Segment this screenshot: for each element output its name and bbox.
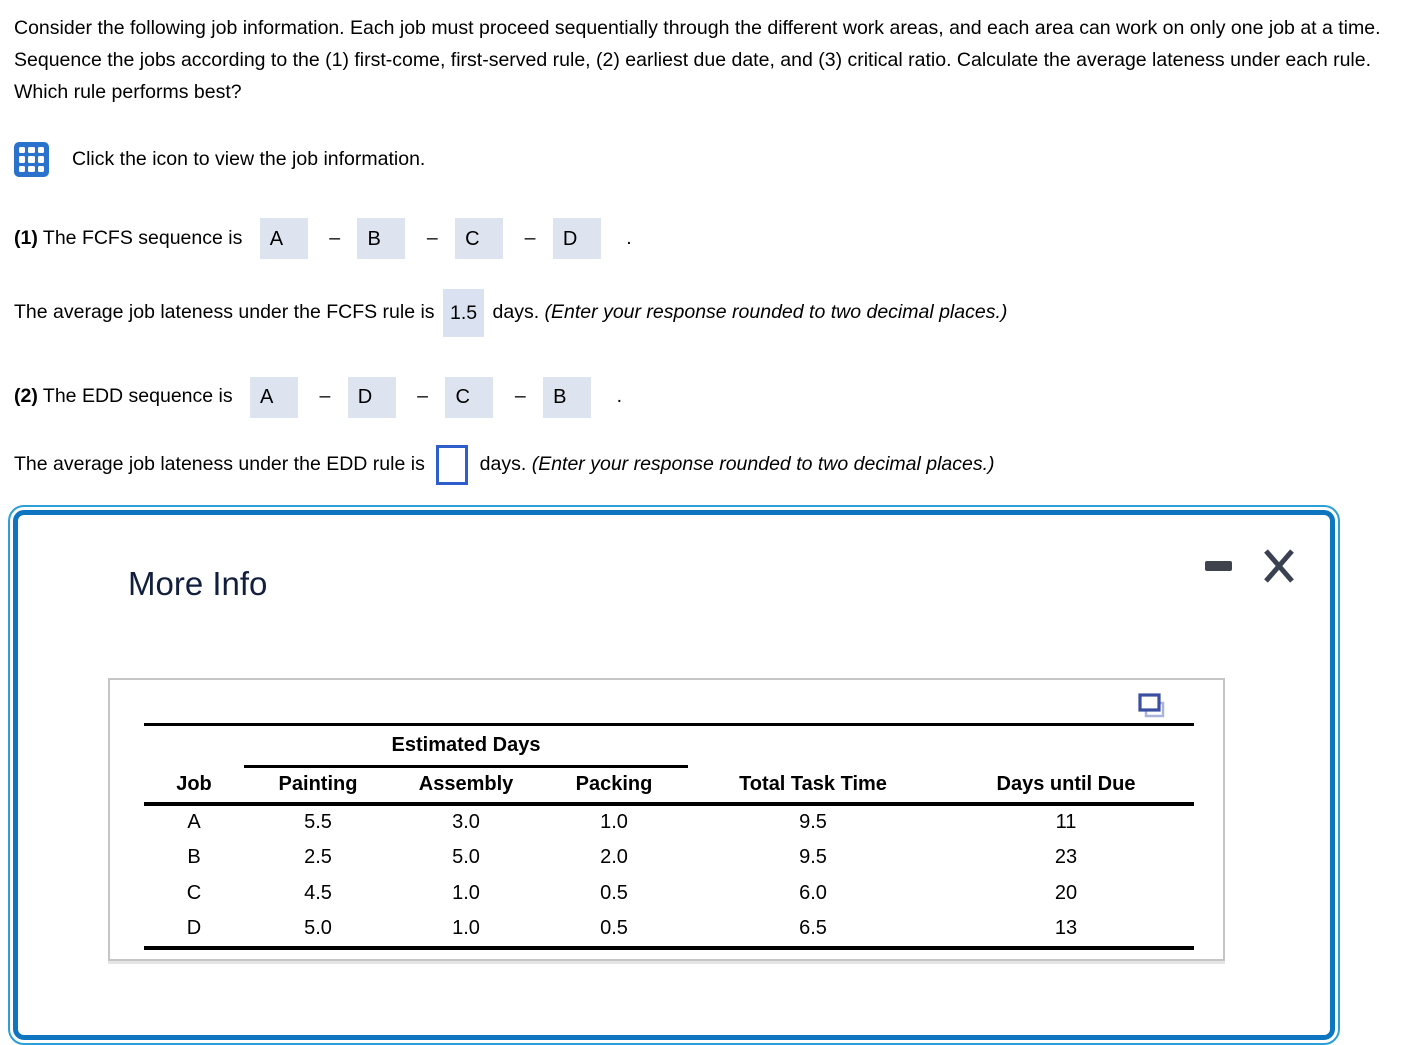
cell-packing: 0.5 [600,882,628,904]
table-row-job-b: B 2.5 5.0 2.0 9.5 23 [144,840,1194,876]
cell-days-until-due: 11 [1055,811,1077,833]
part2-text: The EDD sequence is [42,385,233,408]
table-row-job-c: C 4.5 1.0 0.5 6.0 20 [144,876,1194,912]
col-header-days-until-due: Days until Due [938,766,1194,806]
fcfs-lateness-suffix: days. [492,301,540,324]
dash-separator: – [417,385,429,408]
part1-text: The FCFS sequence is [42,227,243,249]
view-info-row: Click the icon to view the job informati… [14,142,1404,177]
job-information-table: Estimated Days Job Painting Assembly Pac… [144,723,1194,950]
cell-painting: 2.5 [304,846,332,868]
close-icon[interactable] [1262,548,1296,584]
cell-painting: 5.5 [304,811,332,833]
col-header-total-task-time: Total Task Time [688,766,938,806]
edd-lateness-prefix: The average job lateness under the EDD r… [14,452,425,475]
edd-lateness-row: The average job lateness under the EDD r… [14,444,1404,485]
sentence-period: . [626,227,632,249]
dash-separator: – [426,227,438,249]
col-header-painting: Painting [244,766,392,806]
col-header-assembly: Assembly [392,766,540,806]
fcfs-seq-slot-3[interactable]: C [455,218,504,260]
cell-job: B [187,846,201,868]
edd-seq-slot-4[interactable]: B [543,376,592,418]
estimated-days-header: Estimated Days [244,724,688,768]
cell-assembly: 3.0 [452,811,480,833]
cell-days-until-due: 23 [1054,846,1078,868]
cell-days-until-due: 13 [1054,917,1078,939]
col-header-packing: Packing [540,766,688,806]
edd-lateness-input[interactable] [436,444,469,485]
table-row-job-a: A 5.5 3.0 1.0 9.5 11 [144,804,1194,840]
dash-separator: – [329,227,341,249]
table-grid-icon[interactable] [14,142,49,177]
cell-painting: 5.0 [304,917,332,939]
fcfs-response-hint: (Enter your response rounded to two deci… [544,301,1008,324]
minimize-icon[interactable] [1205,561,1232,571]
edd-seq-slot-1[interactable]: A [250,376,299,418]
spacer-cell [688,725,938,767]
copy-popout-icon[interactable] [1137,692,1167,722]
fcfs-seq-slot-1[interactable]: A [259,218,308,260]
cell-job: D [186,917,202,939]
cell-packing: 0.5 [600,917,628,939]
cell-assembly: 1.0 [452,882,480,904]
fcfs-lateness-prefix: The average job lateness under the FCFS … [14,301,435,324]
spacer-cell [144,725,244,767]
table-column-header-row: Job Painting Assembly Packing Total Task… [144,766,1194,806]
cell-packing: 2.0 [600,846,628,868]
edd-seq-slot-2[interactable]: D [347,376,396,418]
fcfs-sequence-row: (1) The FCFS sequence is A – B – C – D . [14,217,1404,260]
table-group-header-row: Estimated Days [144,724,1194,768]
cell-total-task-time: 6.0 [799,882,827,904]
sentence-period: . [616,385,622,408]
dash-separator: – [319,385,331,408]
job-table-card: Estimated Days Job Painting Assembly Pac… [108,678,1225,961]
fcfs-seq-slot-4[interactable]: D [552,218,601,260]
part1-label: (1) [14,227,38,249]
cell-packing: 1.0 [600,811,628,833]
more-info-window: More Info Estimated [8,505,1340,1045]
cell-job: C [186,882,202,904]
spacer-cell [938,725,1194,767]
icon-hint-text: Click the icon to view the job informati… [72,148,426,170]
fcfs-lateness-row: The average job lateness under the FCFS … [14,289,1404,338]
edd-response-hint: (Enter your response rounded to two deci… [531,452,995,475]
cell-assembly: 5.0 [452,846,480,868]
part2-label: (2) [14,385,38,408]
cell-total-task-time: 9.5 [799,846,827,868]
edd-sequence-row: (2) The EDD sequence is A – D – C – B . [14,375,1404,418]
window-controls [1205,548,1296,584]
cell-painting: 4.5 [304,882,332,904]
question-prompt: Consider the following job information. … [14,17,1381,103]
edd-lateness-suffix: days. [479,452,527,475]
cell-assembly: 1.0 [452,917,480,939]
fcfs-seq-slot-2[interactable]: B [357,218,406,260]
cell-total-task-time: 9.5 [799,811,827,833]
dash-separator: – [524,227,536,249]
popup-title: More Info [128,565,268,602]
more-info-window-body: More Info Estimated [13,510,1335,1040]
cell-job: A [187,811,201,833]
dash-separator: – [514,385,526,408]
col-header-job: Job [144,766,244,806]
edd-seq-slot-3[interactable]: C [445,376,494,418]
fcfs-lateness-input[interactable]: 1.5 [442,289,485,338]
cell-total-task-time: 6.5 [799,917,827,939]
cell-days-until-due: 20 [1054,882,1078,904]
table-row-job-d: D 5.0 1.0 0.5 6.5 13 [144,912,1194,948]
